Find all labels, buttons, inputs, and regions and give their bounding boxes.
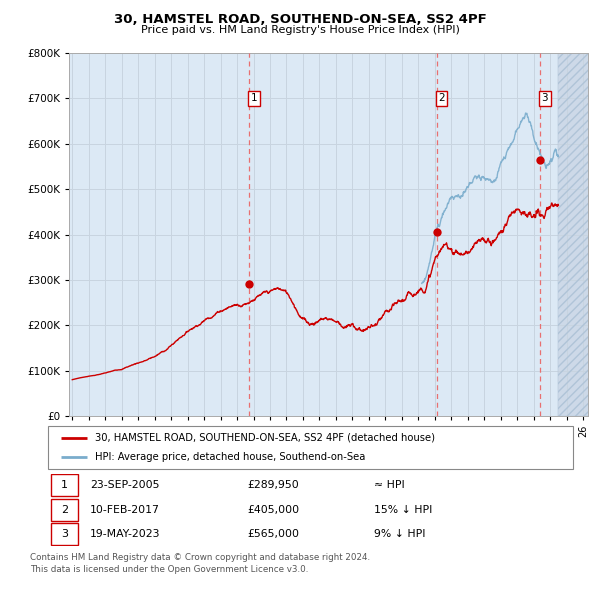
Text: Contains HM Land Registry data © Crown copyright and database right 2024.: Contains HM Land Registry data © Crown c… [30,553,370,562]
Text: 3: 3 [61,529,68,539]
Text: £565,000: £565,000 [248,529,299,539]
Text: £405,000: £405,000 [248,505,299,514]
Text: 15% ↓ HPI: 15% ↓ HPI [373,505,432,514]
Text: 2: 2 [438,93,445,103]
Text: 30, HAMSTEL ROAD, SOUTHEND-ON-SEA, SS2 4PF (detached house): 30, HAMSTEL ROAD, SOUTHEND-ON-SEA, SS2 4… [95,432,435,442]
FancyBboxPatch shape [50,523,78,545]
Text: 30, HAMSTEL ROAD, SOUTHEND-ON-SEA, SS2 4PF: 30, HAMSTEL ROAD, SOUTHEND-ON-SEA, SS2 4… [113,13,487,26]
FancyBboxPatch shape [50,474,78,496]
Text: 3: 3 [542,93,548,103]
Text: 1: 1 [251,93,257,103]
Text: 10-FEB-2017: 10-FEB-2017 [90,505,160,514]
Text: £289,950: £289,950 [248,480,299,490]
Text: HPI: Average price, detached house, Southend-on-Sea: HPI: Average price, detached house, Sout… [95,453,365,463]
Text: 9% ↓ HPI: 9% ↓ HPI [373,529,425,539]
Text: 1: 1 [61,480,68,490]
FancyBboxPatch shape [48,426,573,469]
Bar [559,53,599,416]
Text: 19-MAY-2023: 19-MAY-2023 [90,529,161,539]
Text: 23-SEP-2005: 23-SEP-2005 [90,480,160,490]
Bar [559,53,599,416]
Text: This data is licensed under the Open Government Licence v3.0.: This data is licensed under the Open Gov… [30,565,308,573]
FancyBboxPatch shape [50,499,78,520]
Text: 2: 2 [61,505,68,514]
Text: ≈ HPI: ≈ HPI [373,480,404,490]
Text: Price paid vs. HM Land Registry's House Price Index (HPI): Price paid vs. HM Land Registry's House … [140,25,460,35]
